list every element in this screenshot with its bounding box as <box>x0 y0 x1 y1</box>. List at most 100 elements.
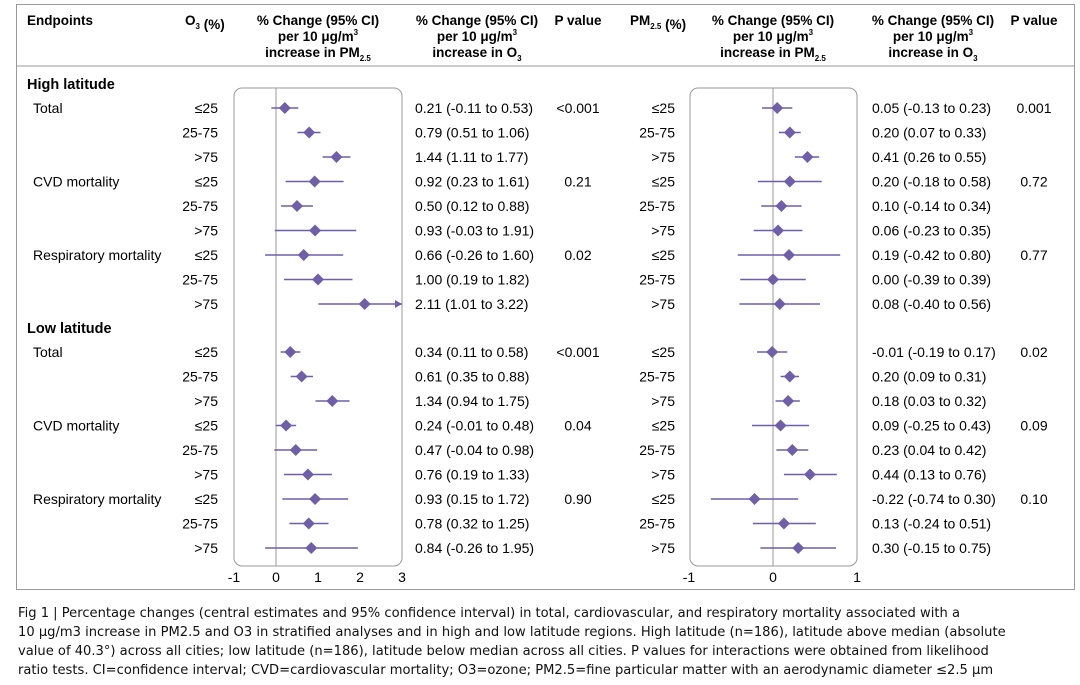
pm-estimate-text: 1.34 (0.94 to 1.75) <box>415 393 529 409</box>
o3-estimate-marker <box>775 420 787 432</box>
o3-estimate-text: -0.22 (-0.74 to 0.30) <box>872 491 996 507</box>
pm-estimate-marker <box>305 542 317 554</box>
pm-estimate-marker <box>303 127 315 139</box>
outcome-label: CVD mortality <box>33 418 119 434</box>
header-pm-effect: per 10 μg/m3 <box>278 28 359 44</box>
o3-stratum-label: >75 <box>194 296 218 312</box>
pm-stratum-label: >75 <box>651 540 675 556</box>
o3-estimate-marker <box>801 151 813 163</box>
pm-tick-label: 3 <box>398 569 406 585</box>
o3-tick-label: -1 <box>683 569 696 585</box>
outcome-label: Respiratory mortality <box>33 247 161 263</box>
o3-estimate-text: 0.19 (-0.42 to 0.80) <box>872 247 991 263</box>
pm-stratum-label: 25-75 <box>639 272 675 288</box>
o3-estimate-marker <box>786 444 798 456</box>
o3-pvalue: 0.77 <box>1020 247 1047 263</box>
o3-tick-label: 0 <box>769 569 777 585</box>
header-o3-strata: O3 (%) <box>185 13 225 32</box>
pm-estimate-text: 0.93 (-0.03 to 1.91) <box>415 223 534 239</box>
header-o3-effect: increase in O3 <box>888 45 978 63</box>
o3-pvalue: 0.001 <box>1016 100 1051 116</box>
header-o3-effect: per 10 μg/m3 <box>893 28 974 44</box>
pm-stratum-label: ≤25 <box>652 491 675 507</box>
o3-stratum-label: >75 <box>194 540 218 556</box>
pm-estimate-marker <box>291 200 303 212</box>
group-label: High latitude <box>27 77 115 93</box>
pm-estimate-text: 2.11 (1.01 to 3.22) <box>415 296 528 312</box>
pm-stratum-label: 25-75 <box>639 198 675 214</box>
pm-stratum-label: 25-75 <box>639 125 675 141</box>
pm-estimate-text: 0.50 (0.12 to 0.88) <box>415 198 529 214</box>
pm-estimate-text: 0.21 (-0.11 to 0.53) <box>415 100 533 116</box>
o3-estimate-text: 0.13 (-0.24 to 0.51) <box>872 516 991 532</box>
pm-estimate-text: 0.79 (0.51 to 1.06) <box>415 125 529 141</box>
o3-stratum-label: 25-75 <box>182 369 218 385</box>
header-pm-effect: % Change (95% CI) <box>257 13 379 28</box>
pm-estimate-marker <box>279 102 291 114</box>
pm-stratum-label: ≤25 <box>652 174 675 190</box>
pm-pvalue: 0.04 <box>564 418 591 434</box>
pm-estimate-marker <box>359 298 371 310</box>
pm-stratum-label: ≤25 <box>652 344 675 360</box>
o3-stratum-label: 25-75 <box>182 442 218 458</box>
o3-estimate-marker <box>792 542 804 554</box>
o3-stratum-label: >75 <box>194 149 218 165</box>
header-o3-col-pm-effect: % Change (95% CI) <box>712 13 834 28</box>
o3-estimate-marker <box>784 371 796 383</box>
pm-tick-label: -1 <box>228 569 241 585</box>
o3-estimate-text: 0.41 (0.26 to 0.55) <box>872 149 986 165</box>
pm-tick-label: 1 <box>314 569 322 585</box>
pm-estimate-text: 0.24 (-0.01 to 0.48) <box>415 418 534 434</box>
pm-stratum-label: ≤25 <box>652 418 675 434</box>
o3-estimate-text: 0.20 (0.09 to 0.31) <box>872 369 986 385</box>
pm-estimate-marker <box>284 346 296 358</box>
caption-line: 10 μg/m3 increase in PM2.5 and O3 in str… <box>18 623 1078 642</box>
outcome-label: Total <box>33 100 63 116</box>
pm-estimate-text: 0.76 (0.19 to 1.33) <box>415 467 529 483</box>
o3-estimate-text: 0.06 (-0.23 to 0.35) <box>872 223 991 239</box>
pm-stratum-label: 25-75 <box>639 442 675 458</box>
pm-stratum-label: ≤25 <box>652 100 675 116</box>
pm-stratum-label: >75 <box>651 223 675 239</box>
pm-estimate-marker <box>303 518 315 530</box>
o3-pvalue: 0.72 <box>1020 174 1047 190</box>
o3-estimate-text: 0.20 (0.07 to 0.33) <box>872 125 986 141</box>
o3-stratum-label: ≤25 <box>195 491 218 507</box>
pm-stratum-label: >75 <box>651 393 675 409</box>
pm-estimate-marker <box>326 395 338 407</box>
o3-stratum-label: ≤25 <box>195 100 218 116</box>
pm-estimate-text: 0.34 (0.11 to 0.58) <box>415 344 528 360</box>
outcome-label: CVD mortality <box>33 174 119 190</box>
o3-estimate-text: 0.05 (-0.13 to 0.23) <box>872 100 991 116</box>
o3-stratum-label: 25-75 <box>182 125 218 141</box>
o3-estimate-text: 0.18 (0.03 to 0.32) <box>872 393 986 409</box>
pm-tick-label: 0 <box>272 569 280 585</box>
outcome-label: Total <box>33 344 63 360</box>
caption-line: ratio tests. CI=confidence interval; CVD… <box>18 661 1078 680</box>
outcome-label: Respiratory mortality <box>33 491 161 507</box>
o3-pvalue: 0.09 <box>1020 418 1047 434</box>
pm-stratum-label: >75 <box>651 149 675 165</box>
o3-estimate-marker <box>783 249 795 261</box>
o3-estimate-marker <box>749 493 761 505</box>
o3-pvalue: 0.02 <box>1020 344 1047 360</box>
o3-estimate-text: 0.08 (-0.40 to 0.56) <box>872 296 991 312</box>
pm-estimate-marker <box>280 420 292 432</box>
pm-estimate-marker <box>309 225 321 237</box>
o3-stratum-label: 25-75 <box>182 516 218 532</box>
o3-tick-label: 1 <box>853 569 861 585</box>
header-o3-col-pm-effect: per 10 μg/m3 <box>733 28 814 44</box>
forest-plot-figure: Endpoints O3 (%)% Change (95% CI)per 10 μ… <box>0 0 1080 600</box>
pm-stratum-label: 25-75 <box>639 369 675 385</box>
pm-estimate-text: 0.84 (-0.26 to 1.95) <box>415 540 534 556</box>
o3-stratum-label: >75 <box>194 393 218 409</box>
o3-estimate-text: 0.10 (-0.14 to 0.34) <box>872 198 991 214</box>
o3-stratum-label: ≤25 <box>195 174 218 190</box>
pm-pvalue: 0.02 <box>564 247 591 263</box>
o3-estimate-marker <box>767 274 779 286</box>
o3-estimate-text: 0.20 (-0.18 to 0.58) <box>872 174 991 190</box>
o3-stratum-label: 25-75 <box>182 272 218 288</box>
header-o3-effect-left: per 10 μg/m3 <box>437 28 518 44</box>
o3-estimate-marker <box>784 176 796 188</box>
o3-estimate-text: 0.23 (0.04 to 0.42) <box>872 442 986 458</box>
